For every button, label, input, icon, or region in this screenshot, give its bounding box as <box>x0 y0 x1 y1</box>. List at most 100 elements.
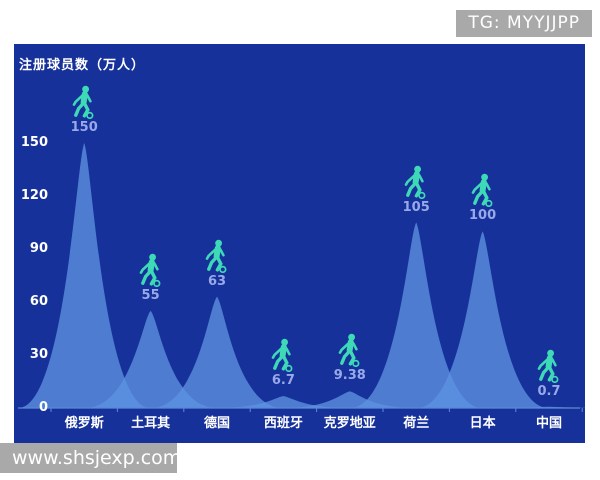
player-right-leg <box>348 350 356 366</box>
player-icon-svg <box>139 253 161 287</box>
value-label: 55 <box>141 287 160 303</box>
x-axis-label: 中国 <box>535 416 562 431</box>
player-icon-svg <box>471 174 493 208</box>
player-left-arm <box>537 357 550 370</box>
spike-area-5 <box>350 222 483 408</box>
player-left-arm <box>205 247 218 260</box>
spike-area-3 <box>217 396 350 408</box>
player-right-leg <box>82 101 90 118</box>
player-head <box>480 174 488 181</box>
player-left-leg <box>207 255 218 271</box>
player-head <box>414 165 422 173</box>
ball-icon <box>152 279 161 287</box>
football-players-chart: 注册球员数（万人） 150 120 90 60 30 0 俄罗斯 土耳其 德国 西班牙 克罗地亚 荷兰… <box>14 44 585 443</box>
player-torso <box>479 179 487 194</box>
ball-icon <box>219 265 227 273</box>
player-left-leg <box>339 350 351 366</box>
player-left-arm <box>272 346 284 360</box>
player-torso <box>545 354 553 370</box>
player-right-arm <box>484 182 491 191</box>
player-icon-svg <box>205 239 227 273</box>
player-right-leg <box>481 190 489 206</box>
player-icon-svg <box>338 334 360 368</box>
player-left-arm <box>72 93 85 106</box>
x-axis-label: 土耳其 <box>131 416 171 431</box>
player-right-arm <box>152 262 159 271</box>
ball-icon <box>551 375 559 383</box>
value-label: 100 <box>469 208 497 224</box>
player-left-leg <box>406 181 418 197</box>
player-icon <box>403 165 429 199</box>
player-torso <box>412 170 420 185</box>
x-axis-label: 俄罗斯 <box>64 416 104 431</box>
spike-area-6 <box>416 231 549 408</box>
player-right-leg <box>414 181 422 197</box>
player-left-leg <box>74 101 86 117</box>
player-left-arm <box>404 173 417 186</box>
player-left-arm <box>471 182 483 195</box>
y-axis-label: 120 <box>20 188 48 203</box>
value-label: 9.38 <box>333 368 366 384</box>
player-head <box>347 334 355 342</box>
player-icon-svg <box>537 349 559 383</box>
player-head <box>281 338 289 346</box>
player-right-leg <box>149 269 157 286</box>
x-axis-label: 西班牙 <box>263 416 303 431</box>
y-axis-label: 30 <box>29 347 48 362</box>
player-right-arm <box>86 94 92 103</box>
player-left-arm <box>338 342 351 355</box>
player-left-leg <box>472 190 484 206</box>
y-axis-label: 150 <box>20 135 48 150</box>
player-torso <box>213 244 221 260</box>
ball-icon <box>86 111 94 120</box>
player-head <box>215 239 222 247</box>
y-axis-label: 90 <box>29 241 48 256</box>
tg-contact-badge: TG: MYYJJPP <box>456 10 592 37</box>
player-right-leg <box>282 354 290 371</box>
value-label: 63 <box>207 273 227 289</box>
y-axis-label: 60 <box>29 294 48 309</box>
ball-icon <box>484 200 493 208</box>
player-head <box>547 349 554 357</box>
player-icon-svg <box>72 85 94 120</box>
value-label: 0.7 <box>537 383 561 399</box>
value-label: 150 <box>70 120 98 135</box>
player-icon <box>536 349 562 383</box>
player-right-arm <box>285 347 292 356</box>
player-left-leg <box>140 269 152 285</box>
player-left-arm <box>139 261 151 274</box>
spike-area-0 <box>18 143 151 408</box>
ball-icon <box>351 360 360 368</box>
x-axis-label: 克罗地亚 <box>323 416 376 431</box>
spike-area-2 <box>151 296 283 408</box>
player-head <box>148 253 156 261</box>
player-torso <box>147 258 155 274</box>
x-axis-label: 德国 <box>203 416 230 431</box>
chart-title: 注册球员数（万人） <box>19 58 146 73</box>
player-left-leg <box>273 354 285 371</box>
player-icon <box>470 173 496 208</box>
chart-canvas <box>18 143 585 412</box>
player-torso <box>279 344 288 359</box>
player-head <box>82 85 90 93</box>
player-icon <box>270 338 296 373</box>
player-right-arm <box>351 342 358 351</box>
spike-area-1 <box>84 310 217 408</box>
site-watermark: www.shsjexp.com <box>0 443 181 473</box>
y-axis-label: 0 <box>38 400 48 415</box>
player-torso <box>80 91 88 106</box>
ball-icon <box>418 191 426 199</box>
player-icon <box>204 239 230 273</box>
player-right-leg <box>547 365 555 382</box>
value-label: 6.7 <box>271 373 295 389</box>
player-torso <box>346 339 354 354</box>
x-axis-label: 荷兰 <box>403 416 430 431</box>
player-right-leg <box>215 255 223 272</box>
player-right-arm <box>219 247 225 257</box>
player-right-arm <box>551 357 557 367</box>
spike-area-4 <box>283 391 416 408</box>
player-icon-svg <box>272 338 293 373</box>
player-left-leg <box>539 365 550 381</box>
player-icon <box>337 333 363 368</box>
